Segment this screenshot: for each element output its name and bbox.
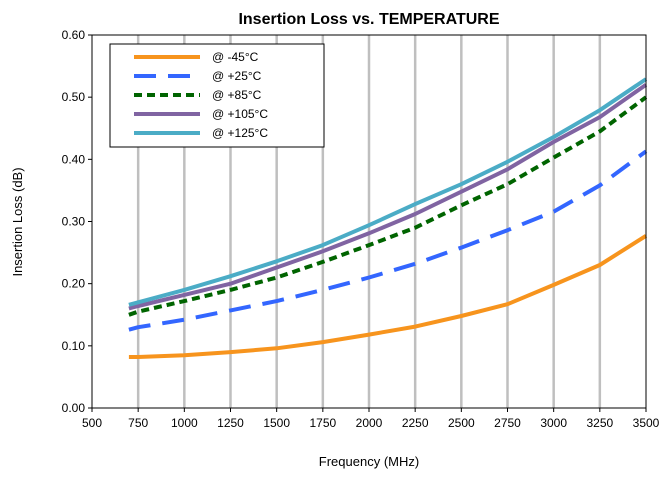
x-tick-labels: 500 750 1000 1250 1500 1750 2000 2250 2500 2750 30… [82,408,660,430]
x-tick-label: 1250 [217,416,244,430]
series-line [128,234,648,359]
y-tick-label: 0.30 [62,215,86,229]
x-tick-label: 2250 [402,416,429,430]
x-tick-label: 2000 [356,416,383,430]
x-tick-label: 1500 [263,416,290,430]
series-layer [128,77,648,359]
x-tick-label: 1750 [309,416,336,430]
x-tick-label: 750 [128,416,148,430]
y-tick-label: 0.60 [62,28,86,42]
y-tick-label: 0.10 [62,339,86,353]
chart-title: Insertion Loss vs. TEMPERATURE [238,11,499,28]
series-line [128,149,648,332]
series-line [128,77,648,307]
x-tick-label: 3000 [540,416,567,430]
x-tick-label: 3250 [586,416,613,430]
y-tick-labels: 0.00 0.10 0.20 0.30 0.40 0.50 0.60 [62,28,92,415]
legend: @ -45°C @ +25°C @ +85°C @ +105°C @ +125°C [109,43,325,148]
x-tick-label: 500 [82,416,102,430]
y-tick-label: 0.00 [62,401,86,415]
series-line [128,83,648,311]
x-tick-label: 2750 [494,416,521,430]
x-tick-label: 1000 [171,416,198,430]
y-tick-label: 0.50 [62,90,86,104]
x-tick-label: 2500 [448,416,475,430]
y-tick-label: 0.20 [62,277,86,291]
y-axis-label: Insertion Loss (dB) [10,167,25,276]
x-axis-label: Frequency (MHz) [319,454,419,469]
y-tick-label: 0.40 [62,152,86,166]
x-tick-label: 3500 [633,416,660,430]
legend-label: @ +125°C [212,126,268,140]
legend-label: @ +25°C [212,69,262,83]
legend-label: @ -45°C [212,50,259,64]
series-line [128,95,648,317]
legend-box [109,43,325,148]
legend-label: @ +85°C [212,88,262,102]
legend-label: @ +105°C [212,107,268,121]
